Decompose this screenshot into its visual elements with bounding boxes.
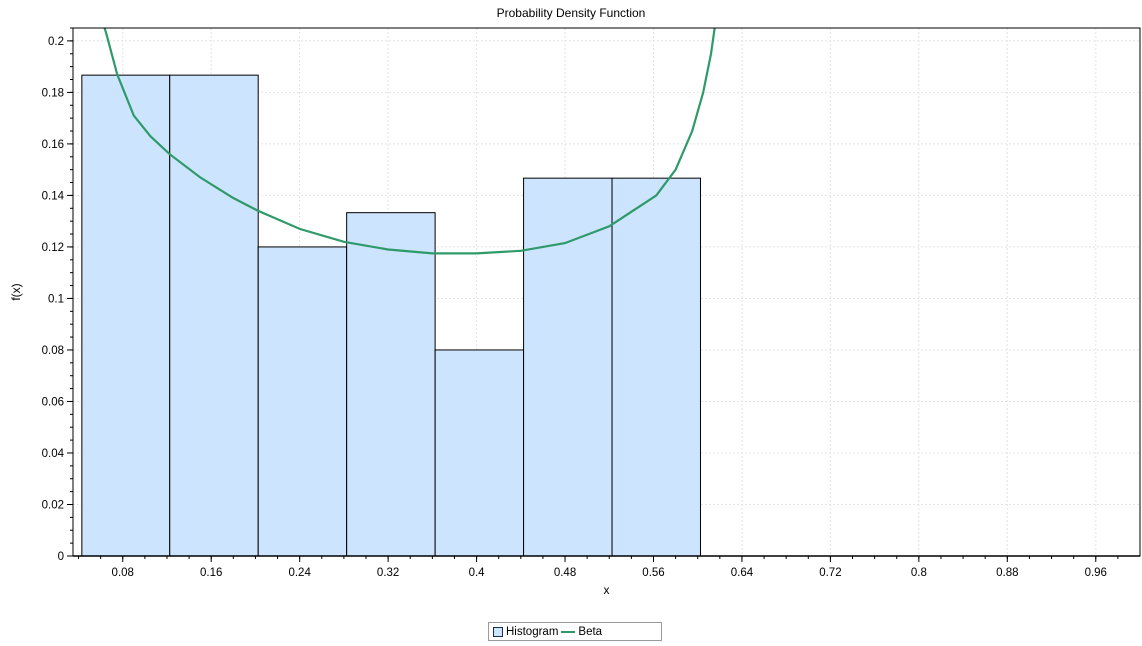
y-tick-label: 0.1	[48, 293, 64, 305]
histogram-bar	[169, 74, 259, 557]
histogram-legend-swatch	[493, 626, 503, 637]
x-tick-label: 0.8	[911, 567, 927, 579]
chart-title: Probability Density Function	[496, 6, 646, 20]
y-tick-label: 0.02	[42, 499, 64, 511]
histogram-legend-label: Histogram	[506, 625, 559, 638]
x-tick-label: 0.88	[996, 567, 1018, 579]
y-tick-label: 0.12	[42, 242, 64, 254]
y-tick-label: 0.2	[48, 36, 64, 48]
histogram-bar	[346, 212, 436, 557]
beta-density-line	[103, 28, 716, 255]
histogram-bar	[523, 177, 613, 557]
x-axis-label: x	[604, 583, 610, 597]
histogram-bar	[434, 349, 525, 557]
x-tick-label: 0.4	[469, 567, 486, 579]
x-tick-label: 0.48	[554, 567, 576, 579]
histogram-bar	[611, 177, 701, 557]
x-tick-label: 0.08	[112, 567, 134, 579]
histogram-bar	[81, 74, 171, 557]
x-tick-label: 0.32	[377, 567, 399, 579]
y-tick-label: 0	[58, 551, 64, 563]
y-tick-label: 0.08	[42, 345, 64, 357]
beta-legend-label: Beta	[578, 625, 603, 638]
y-tick-label: 0.18	[42, 87, 64, 99]
y-tick-label: 0.06	[42, 396, 64, 408]
y-tick-label: 0.14	[42, 190, 65, 202]
x-tick-label: 0.56	[642, 567, 664, 579]
histogram-bar	[257, 246, 348, 557]
x-tick-label: 0.16	[200, 567, 222, 579]
x-tick-label: 0.64	[731, 567, 754, 579]
x-tick-label: 0.24	[288, 567, 311, 579]
legend: Histogram Beta	[488, 622, 662, 641]
y-tick-label: 0.04	[42, 448, 65, 460]
x-tick-label: 0.72	[819, 567, 841, 579]
y-axis-label: f(x)	[9, 283, 23, 300]
chart-plot: 0.08 0.16 0.24 0.32 0.4 0.48 0.56 0.64 0.72 0.8 0.…	[9, 27, 1141, 597]
beta-legend-line	[561, 630, 576, 633]
y-tick-label: 0.16	[42, 139, 64, 151]
x-tick-label: 0.96	[1085, 567, 1107, 579]
